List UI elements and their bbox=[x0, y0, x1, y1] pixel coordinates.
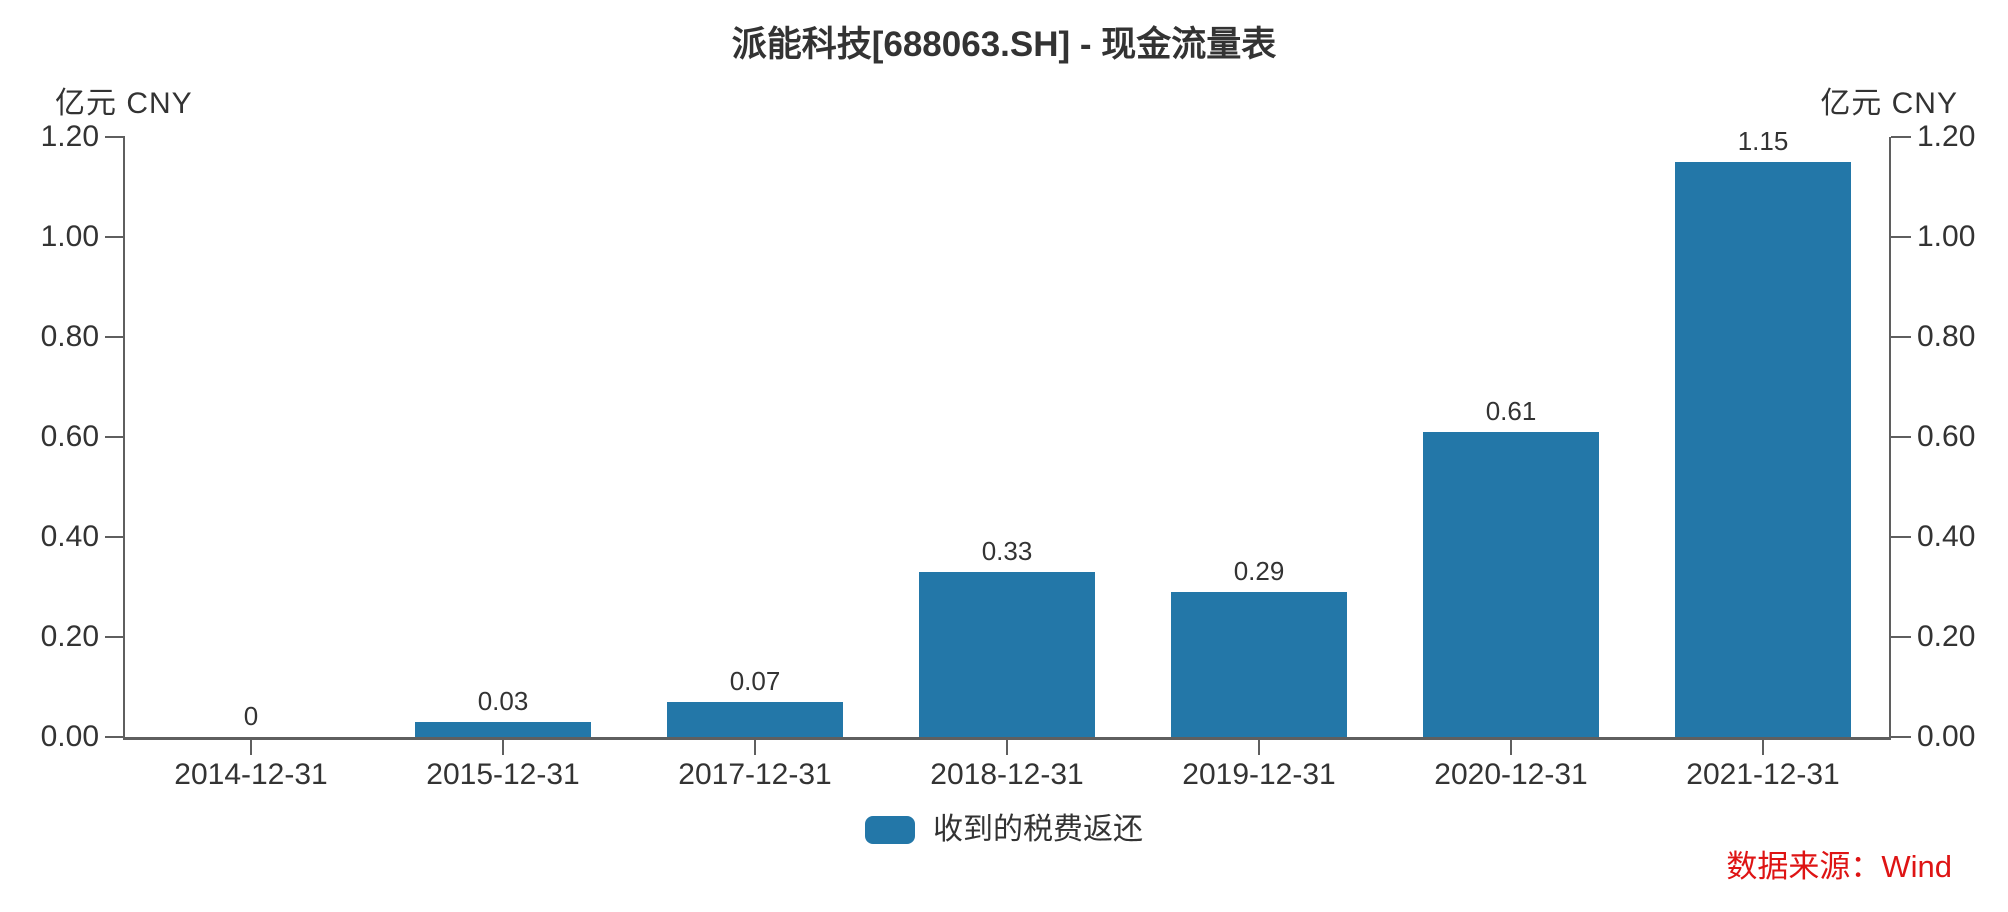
x-axis-label: 2018-12-31 bbox=[930, 758, 1084, 791]
bar-value-label: 0.61 bbox=[1485, 396, 1537, 426]
bar-2015-12-31[interactable] bbox=[415, 722, 591, 737]
bar-value-label: 0.33 bbox=[981, 536, 1033, 566]
x-axis-tick bbox=[1258, 740, 1260, 755]
y-axis-tick-left bbox=[105, 236, 125, 238]
bar-value-label: 0.03 bbox=[477, 686, 529, 716]
bar-2017-12-31[interactable] bbox=[667, 702, 843, 737]
y-axis-tick-right bbox=[1891, 436, 1911, 438]
y-axis-label-left: 0.40 bbox=[40, 520, 99, 553]
legend-label: 收到的税费返还 bbox=[933, 813, 1143, 846]
y-axis-label-left: 0.00 bbox=[40, 720, 99, 753]
x-axis-tick bbox=[1006, 740, 1008, 755]
plot-area: 0.00 0.00 0.20 0.20 0.40 0.40 0.60 0.60 0.80 0.80… bbox=[41, 122, 1976, 790]
bar-2021-12-31[interactable] bbox=[1675, 162, 1851, 737]
x-axis-tick bbox=[1762, 740, 1764, 755]
y-axis-label-right: 0.20 bbox=[1917, 620, 1976, 653]
bar-2020-12-31[interactable] bbox=[1423, 432, 1599, 737]
y-axis-label-right: 1.20 bbox=[1917, 120, 1976, 153]
y-axis-label-left: 0.20 bbox=[40, 620, 99, 653]
y-axis-tick-right bbox=[1891, 336, 1911, 338]
y-axis-tick-right bbox=[1891, 636, 1911, 638]
bar-2019-12-31[interactable] bbox=[1171, 592, 1347, 737]
y-axis-tick-right bbox=[1891, 236, 1911, 238]
y-axis-tick-left bbox=[105, 736, 125, 738]
right-axis-unit-label: 亿元 CNY bbox=[1820, 87, 1958, 120]
y-axis-label-right: 0.80 bbox=[1917, 320, 1976, 353]
x-axis-label: 2020-12-31 bbox=[1434, 758, 1588, 791]
x-axis-tick bbox=[250, 740, 252, 755]
bar-2018-12-31[interactable] bbox=[919, 572, 1095, 737]
left-axis-unit-label: 亿元 CNY bbox=[55, 87, 193, 120]
y-axis-tick-left bbox=[105, 636, 125, 638]
x-axis-tick bbox=[1510, 740, 1512, 755]
legend-swatch[interactable] bbox=[865, 816, 915, 844]
x-axis-label: 2019-12-31 bbox=[1182, 758, 1336, 791]
y-axis-tick-right bbox=[1891, 136, 1911, 138]
x-axis-label: 2015-12-31 bbox=[426, 758, 580, 791]
bar-value-label: 0 bbox=[243, 701, 259, 731]
x-axis-label: 2014-12-31 bbox=[174, 758, 328, 791]
y-axis-label-left: 1.20 bbox=[40, 120, 99, 153]
x-axis-tick bbox=[754, 740, 756, 755]
y-axis-tick-left bbox=[105, 536, 125, 538]
y-axis-tick-right bbox=[1891, 536, 1911, 538]
bar-value-label: 1.15 bbox=[1737, 126, 1789, 156]
x-axis-tick bbox=[502, 740, 504, 755]
chart-title: 派能科技[688063.SH] - 现金流量表 bbox=[731, 25, 1277, 64]
y-axis-tick-left bbox=[105, 336, 125, 338]
y-axis-label-left: 1.00 bbox=[40, 220, 99, 253]
y-axis-label-right: 0.40 bbox=[1917, 520, 1976, 553]
x-axis-label: 2017-12-31 bbox=[678, 758, 832, 791]
x-axis-label: 2021-12-31 bbox=[1686, 758, 1840, 791]
bar-value-label: 0.07 bbox=[729, 666, 781, 696]
y-axis-label-right: 0.60 bbox=[1917, 420, 1976, 453]
y-axis-label-right: 0.00 bbox=[1917, 720, 1976, 753]
y-axis-label-left: 0.60 bbox=[40, 420, 99, 453]
y-axis-label-right: 1.00 bbox=[1917, 220, 1976, 253]
legend[interactable]: 收到的税费返还 bbox=[0, 815, 2008, 845]
y-axis-label-left: 0.80 bbox=[40, 320, 99, 353]
y-axis-tick-left bbox=[105, 136, 125, 138]
bar-value-label: 0.29 bbox=[1233, 556, 1285, 586]
y-axis-tick-left bbox=[105, 436, 125, 438]
data-source-label: 数据来源：Wind bbox=[1726, 849, 1952, 884]
y-axis-tick-right bbox=[1891, 736, 1911, 738]
